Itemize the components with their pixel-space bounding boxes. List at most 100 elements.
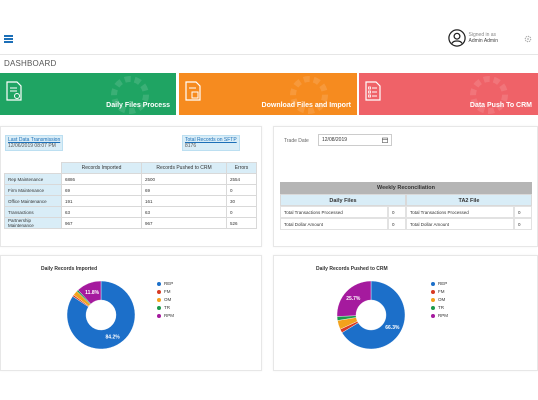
donut-slice-rep[interactable] [66,280,136,350]
imported-donut-chart: 84.2% 11.8% [66,280,136,350]
table-cell: 0 [226,206,257,218]
table-cell: 63 [141,206,227,218]
signed-in-label: Signed in as [468,32,497,38]
trade-date-value: 12/08/2019 [322,137,348,143]
top-bar: Signed in as Admin Admin [0,27,538,55]
legend-item-rep[interactable]: REP [431,280,448,288]
weekly-col-daily-files: Daily Files [280,194,406,206]
table-cell: 63 [61,206,142,218]
row-label: Firm Maintenance [4,184,62,196]
table-cell: 6886 [61,173,142,185]
slice-data-label: 66.3% [385,325,400,331]
legend-item-om[interactable]: OM [431,296,448,304]
trade-date-label: Trade Date [284,138,309,144]
imported-chart-legend: REP FM OM TR RPM [157,280,174,320]
legend-dot-icon [157,314,161,318]
legend-item-fm[interactable]: FM [157,288,174,296]
legend-item-tr[interactable]: TR [157,304,174,312]
table-cell: 0 [514,206,532,218]
imported-chart-panel: Daily Records Imported 84.2% 11.8% REP FM O… [0,255,262,371]
legend-dot-icon [431,314,435,318]
legend-item-fm[interactable]: FM [431,288,448,296]
table-cell: Total Transactions Processed [280,206,388,218]
total-records-box: Total Records on SFTP 8176 [182,135,240,151]
weekly-title: Weekly Reconciliation [280,182,532,194]
table-row: Firm Maintenance 69 69 0 [4,184,257,196]
table-cell: Total Transactions Processed [406,206,514,218]
trade-date-input[interactable]: 12/08/2019 [318,134,392,146]
tile-label: Download Files and Import [261,102,351,109]
pushed-donut-chart: 66.3% 25.7% [336,280,406,350]
table-row: Total Transactions Processed 0 Total Tra… [280,206,532,218]
legend-dot-icon [157,282,161,286]
slice-data-label: 25.7% [346,296,361,302]
slice-data-label: 11.8% [85,290,99,296]
chart-title: Daily Records Pushed to CRM [316,266,388,272]
table-cell: Total Dollar Amount [280,218,388,230]
pushed-chart-panel: Daily Records Pushed to CRM 66.3% 25.7% R… [273,255,538,371]
table-cell: 0 [226,184,257,196]
table-cell: 0 [388,206,406,218]
legend-item-rep[interactable]: REP [157,280,174,288]
legend-label: RPM [438,313,448,318]
legend-dot-icon [157,306,161,310]
donut-slice-rpm[interactable] [336,280,372,317]
daily-files-process-tile[interactable]: Daily Files Process [0,73,176,115]
legend-dot-icon [431,306,435,310]
legend-label: REP [164,281,174,286]
legend-item-rpm[interactable]: RPM [431,312,448,320]
legend-label: OM [164,297,172,302]
total-records-value: 8176 [185,143,197,149]
tile-label: Data Push To CRM [469,102,532,109]
row-label: Rep Maintenance [4,173,62,185]
legend-item-om[interactable]: OM [157,296,174,304]
legend-label: OM [438,297,446,302]
data-push-to-crm-tile[interactable]: Data Push To CRM [359,73,538,115]
slice-data-label: 84.2% [106,334,121,340]
legend-label: FM [164,289,171,294]
table-cell: 2500 [141,173,227,185]
table-row: Total Dollar Amount 0 Total Dollar Amoun… [280,218,532,230]
records-table: Records Imported Records Pushed to CRM E… [4,162,257,229]
legend-dot-icon [157,298,161,302]
table-cell: 191 [61,195,142,207]
legend-label: FM [438,289,445,294]
legend-label: REP [438,281,448,286]
row-label: Office Maintenance [4,195,62,207]
hamburger-menu-icon[interactable] [4,35,13,43]
table-cell: 0 [514,218,532,230]
pushed-chart-legend: REP FM OM TR RPM [431,280,448,320]
weekly-col-ta2-file: TA2 File [406,194,532,206]
chart-title: Daily Records Imported [41,266,98,272]
legend-item-rpm[interactable]: RPM [157,312,174,320]
document-gear-icon [6,81,22,101]
user-name: Admin Admin [468,38,498,44]
last-transmission-link[interactable]: Last Data Transmission [8,137,61,143]
table-cell: 526 [226,217,257,229]
reconciliation-panel: Trade Date 12/08/2019 Weekly Reconciliat… [273,126,538,247]
download-files-import-tile[interactable]: Download Files and Import [179,73,357,115]
table-cell: 161 [141,195,227,207]
gear-watermark-icon [470,76,508,114]
donut-slice-rpm[interactable] [77,280,102,305]
import-stats-panel: Last Data Transmission 12/06/2019 08:07 … [0,126,262,247]
page-title: DASHBOARD [4,59,57,68]
table-cell: 0 [388,218,406,230]
table-row: Office Maintenance 191 161 30 [4,195,257,207]
total-records-link[interactable]: Total Records on SFTP [185,137,237,143]
calendar-icon[interactable] [382,137,388,143]
table-header: Records Imported [61,162,142,174]
table-header-row: Records Imported Records Pushed to CRM E… [4,162,257,174]
user-avatar-icon[interactable] [447,29,466,47]
document-list-icon [365,81,381,101]
legend-item-tr[interactable]: TR [431,304,448,312]
tile-label: Daily Files Process [106,102,170,109]
table-header: Errors [226,162,257,174]
table-cell: Total Dollar Amount [406,218,514,230]
weekly-reconciliation-table: Weekly Reconciliation Daily Files TA2 Fi… [280,182,532,230]
user-menu[interactable]: Signed in as Admin Admin [447,29,498,47]
table-header-empty [4,162,62,174]
legend-dot-icon [431,282,435,286]
settings-gear-icon[interactable] [524,35,532,43]
weekly-header-row: Daily Files TA2 File [280,194,532,206]
